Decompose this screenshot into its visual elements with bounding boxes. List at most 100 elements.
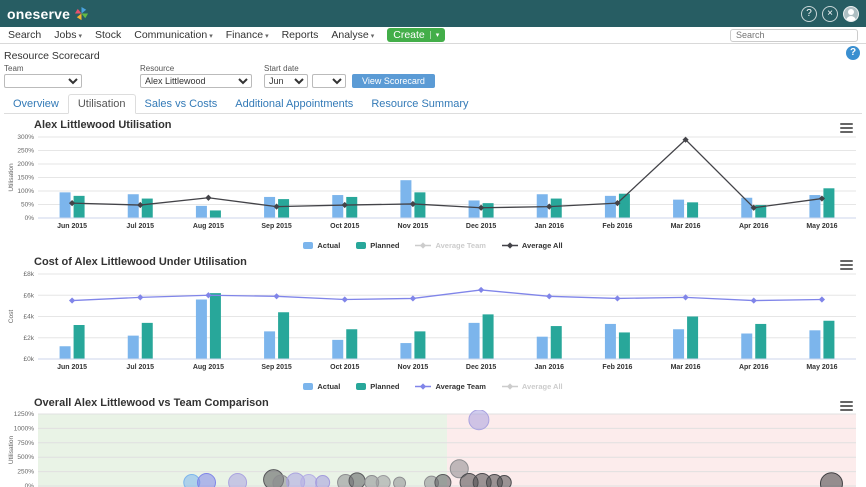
bar-planned[interactable] (823, 320, 835, 359)
team-select[interactable] (4, 74, 82, 88)
line-marker[interactable] (614, 295, 621, 302)
legend-item-planned[interactable]: Planned (356, 382, 399, 391)
bar-planned[interactable] (687, 202, 699, 218)
menu-item-jobs[interactable]: Jobs ▾ (54, 29, 82, 41)
menu-item-finance[interactable]: Finance ▾ (226, 29, 269, 41)
line-marker[interactable] (682, 294, 689, 301)
legend-item-average-all[interactable]: Average All (501, 382, 563, 391)
legend-item-actual[interactable]: Actual (303, 241, 340, 250)
line-marker[interactable] (750, 297, 757, 304)
bar-actual[interactable] (127, 335, 139, 359)
bar-actual[interactable] (468, 322, 480, 359)
line-marker[interactable] (205, 194, 212, 201)
bar-actual[interactable] (400, 343, 412, 359)
bar-planned[interactable] (414, 192, 426, 218)
bubble-point[interactable] (393, 476, 407, 487)
tab-additional-appointments[interactable]: Additional Appointments (235, 98, 354, 110)
bar-actual[interactable] (332, 339, 344, 359)
bar-actual[interactable] (195, 299, 207, 360)
bar-actual[interactable] (332, 195, 344, 218)
bar-actual[interactable] (59, 192, 71, 218)
dismiss-icon[interactable]: × (822, 5, 838, 22)
bar-actual[interactable] (468, 200, 480, 218)
legend-item-average-team[interactable]: Average Team (415, 382, 486, 391)
line-marker[interactable] (477, 286, 485, 294)
bar-planned[interactable] (141, 198, 153, 218)
start-month-select[interactable]: Jun (264, 74, 308, 88)
bubble-point[interactable] (300, 474, 318, 487)
line-marker[interactable] (341, 201, 348, 209)
bar-planned[interactable] (346, 329, 358, 359)
bar-planned[interactable] (278, 312, 290, 359)
bubble-point[interactable] (315, 475, 331, 487)
bar-planned[interactable] (482, 314, 494, 359)
bar-planned[interactable] (755, 323, 767, 359)
bubble-point[interactable] (819, 472, 843, 487)
bubble-point[interactable] (468, 410, 490, 431)
legend-item-average-team[interactable]: Average Team (415, 241, 486, 250)
bar-planned[interactable] (550, 326, 562, 359)
bar-actual[interactable] (741, 333, 753, 360)
line-marker[interactable] (409, 295, 417, 302)
line-marker[interactable] (818, 296, 826, 303)
bar-planned[interactable] (73, 325, 85, 359)
bar-actual[interactable] (809, 195, 821, 218)
bubble-point[interactable] (434, 474, 452, 487)
bar-actual[interactable] (673, 199, 685, 218)
bar-planned[interactable] (823, 188, 835, 218)
bar-planned[interactable] (278, 199, 290, 218)
bar-planned[interactable] (73, 195, 85, 218)
menu-item-analyse[interactable]: Analyse ▾ (331, 29, 374, 41)
bar-actual[interactable] (127, 194, 139, 218)
bar-actual[interactable] (264, 331, 276, 359)
line-marker[interactable] (68, 200, 76, 207)
bar-planned[interactable] (209, 293, 221, 359)
bar-actual[interactable] (604, 195, 616, 218)
bar-planned[interactable] (346, 196, 358, 218)
line-marker[interactable] (341, 296, 348, 303)
tab-resource-summary[interactable]: Resource Summary (371, 98, 469, 110)
bar-planned[interactable] (618, 332, 630, 359)
bar-actual[interactable] (59, 346, 71, 359)
bar-planned[interactable] (618, 193, 630, 218)
bar-planned[interactable] (482, 203, 494, 218)
bar-actual[interactable] (536, 336, 548, 359)
line-marker[interactable] (137, 294, 144, 301)
tab-overview[interactable]: Overview (13, 98, 59, 110)
bubble-point[interactable] (348, 472, 366, 487)
view-scorecard-button[interactable]: View Scorecard (352, 74, 435, 88)
legend-item-planned[interactable]: Planned (356, 241, 399, 250)
tab-sales-vs-costs[interactable]: Sales vs Costs (144, 98, 218, 110)
bar-actual[interactable] (264, 196, 276, 218)
search-input[interactable] (730, 28, 858, 42)
chart-export-menu-icon[interactable] (839, 120, 854, 136)
bar-planned[interactable] (414, 331, 426, 359)
legend-item-actual[interactable]: Actual (303, 382, 340, 391)
start-year-select[interactable] (312, 74, 346, 88)
bubble-point[interactable] (197, 473, 217, 487)
menu-item-reports[interactable]: Reports (282, 29, 319, 41)
help-icon[interactable]: ? (801, 5, 817, 22)
bar-actual[interactable] (195, 205, 207, 218)
user-avatar[interactable] (843, 5, 859, 22)
bar-actual[interactable] (604, 323, 616, 359)
bubble-point[interactable] (228, 473, 248, 487)
bar-actual[interactable] (536, 194, 548, 218)
bar-actual[interactable] (400, 180, 412, 218)
chart-export-menu-icon[interactable] (839, 398, 854, 414)
line-marker[interactable] (273, 293, 280, 300)
line-marker[interactable] (546, 293, 553, 300)
menu-item-communication[interactable]: Communication ▾ (134, 29, 212, 41)
line-marker[interactable] (68, 297, 76, 304)
bar-actual[interactable] (809, 330, 821, 359)
chart-export-menu-icon[interactable] (839, 257, 854, 273)
bubble-point[interactable] (449, 459, 469, 479)
bar-planned[interactable] (687, 316, 699, 360)
bar-actual[interactable] (673, 329, 685, 359)
create-button[interactable]: Create ▾ (387, 28, 446, 42)
tab-utilisation[interactable]: Utilisation (67, 94, 136, 114)
resource-select[interactable]: Alex Littlewood (140, 74, 252, 88)
menu-item-search[interactable]: Search (8, 29, 41, 41)
legend-item-average-all[interactable]: Average All (501, 241, 563, 250)
bar-planned[interactable] (550, 198, 562, 218)
